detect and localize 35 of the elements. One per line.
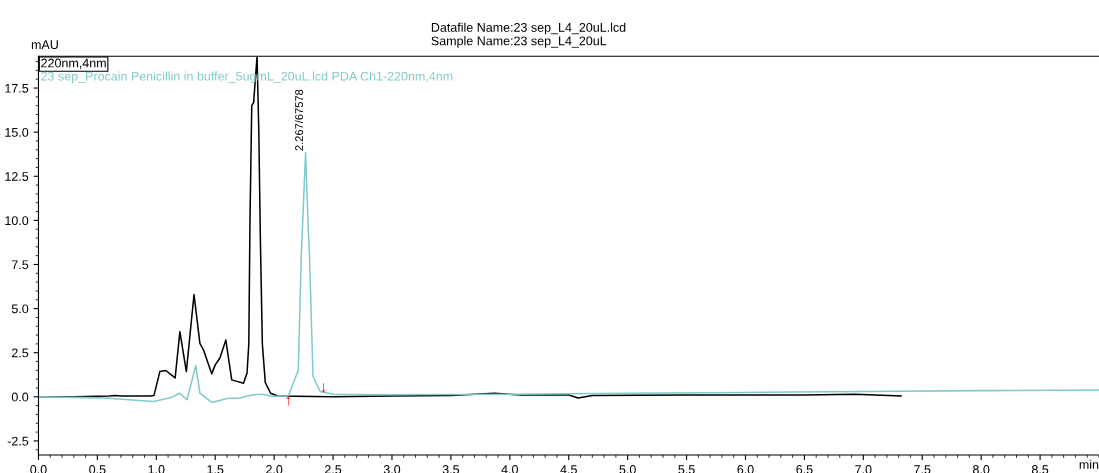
- line-series: [38, 151, 1099, 404]
- x-tick-label: 8.0: [973, 465, 990, 473]
- x-tick-label: 3.0: [383, 465, 401, 473]
- x-tick-label: 2.5: [325, 465, 342, 473]
- x-tick-label: 0.0: [30, 465, 47, 473]
- y-tick-label: 17.5: [5, 83, 29, 93]
- x-tick-label: 8.5: [1031, 465, 1049, 473]
- y-tick-label: 2.5: [12, 348, 29, 358]
- x-tick-label: 0.5: [89, 465, 106, 473]
- y-tick-label: 7.5: [12, 260, 29, 270]
- y-tick-label: 5.0: [11, 304, 29, 314]
- x-tick-label: 4.0: [501, 465, 519, 473]
- annotation: ↑: [286, 396, 291, 406]
- annotation: ↓: [321, 383, 326, 393]
- x-tick-label: 7.0: [855, 465, 872, 473]
- x-tick-label: 5.0: [619, 465, 636, 473]
- x-axis-title: min: [1079, 459, 1099, 469]
- y-tick-label: 10.0: [5, 216, 29, 226]
- chart-title: Datafile Name:23 sep_L4_20uL.lcd Sample Name:23 sep_L4_20uL: [431, 22, 626, 48]
- x-tick-label: 2.0: [266, 465, 283, 473]
- x-tick-label: 5.5: [678, 465, 695, 473]
- y-tick-label: 15.0: [5, 127, 29, 137]
- x-tick-label: 7.5: [914, 465, 931, 473]
- y-axis-title: mAU: [31, 40, 58, 50]
- text: 220nm,4nm: [41, 58, 106, 69]
- x-tick-label: 4.5: [560, 465, 577, 473]
- annotation: 2.267/67578: [294, 89, 304, 151]
- x-tick-label: 6.5: [796, 465, 813, 473]
- y-tick-label: 0.0: [11, 392, 29, 402]
- y-tick-label: 12.5: [5, 172, 29, 181]
- x-tick-label: 1.0: [148, 465, 165, 473]
- x-tick-label: 1.5: [207, 465, 224, 473]
- x-tick-label: 6.0: [737, 465, 754, 473]
- y-tick-label: -2.5: [7, 436, 29, 446]
- x-tick-label: 3.5: [442, 465, 460, 473]
